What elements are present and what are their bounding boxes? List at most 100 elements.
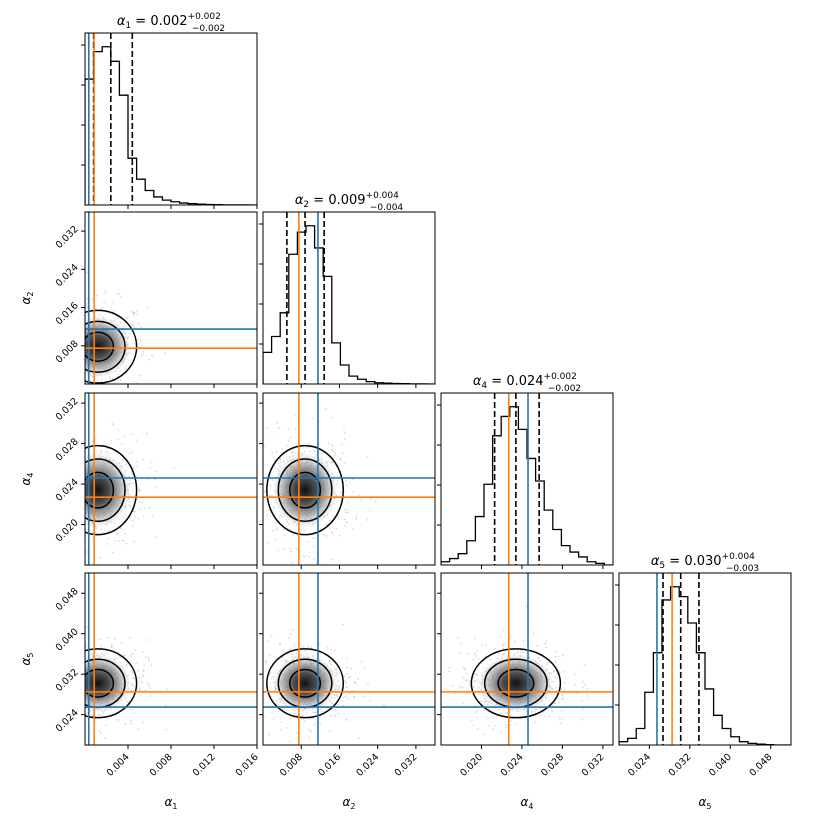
sample-point <box>268 509 271 512</box>
sample-point <box>117 540 120 542</box>
ylabel-symbol: α <box>19 478 33 486</box>
contour-level-0 <box>497 668 535 698</box>
sample-point <box>61 629 63 631</box>
sample-point <box>319 722 322 725</box>
sample-point <box>331 445 334 448</box>
sample-point <box>117 438 120 441</box>
sample-point <box>72 507 74 509</box>
sample-point <box>27 340 29 342</box>
sample-point <box>330 558 333 561</box>
sample-point <box>61 701 63 703</box>
hist-step-2 <box>263 225 435 384</box>
sample-point <box>81 436 83 438</box>
sample-point <box>562 694 564 697</box>
sample-point <box>75 727 77 729</box>
sample-point <box>77 690 79 692</box>
sample-point <box>501 653 504 656</box>
sample-point <box>307 541 310 543</box>
sample-point <box>525 650 528 653</box>
sample-point <box>345 686 348 689</box>
sample-point <box>99 645 102 648</box>
sample-point <box>82 394 84 396</box>
sample-point <box>101 306 103 309</box>
sample-point <box>81 691 83 693</box>
sample-point <box>460 642 462 644</box>
sample-point <box>476 673 478 676</box>
contour-level-2 <box>85 309 138 384</box>
sample-point <box>363 695 366 698</box>
sample-point <box>77 472 79 474</box>
sample-point <box>119 379 122 381</box>
sample-point <box>326 646 329 649</box>
sample-point <box>274 465 277 468</box>
sample-point <box>61 340 63 342</box>
sample-point <box>544 640 547 643</box>
sample-point <box>74 379 76 381</box>
sample-point <box>277 462 280 465</box>
sample-point <box>75 328 77 330</box>
xlabel-subscript: 1 <box>172 802 177 811</box>
sample-point <box>337 672 340 674</box>
sample-point <box>129 501 131 503</box>
sample-point <box>472 675 475 678</box>
sample-point <box>369 497 372 500</box>
sample-point <box>335 671 337 674</box>
sample-point <box>271 711 273 714</box>
sample-point <box>146 478 149 481</box>
contour-level-1 <box>85 320 126 373</box>
sample-point <box>63 369 65 371</box>
pair-frame <box>262 392 436 566</box>
sample-point <box>328 442 330 445</box>
sample-point <box>103 301 106 304</box>
sample-point <box>76 501 78 503</box>
sample-point <box>48 347 50 349</box>
sample-point <box>139 680 142 683</box>
hist-content-5 <box>619 573 791 745</box>
xlabel-subscript: 5 <box>706 802 711 811</box>
sample-point <box>331 443 334 446</box>
sample-point <box>118 293 121 295</box>
sample-point <box>287 439 290 442</box>
sample-point <box>73 505 75 507</box>
sample-point <box>341 452 344 455</box>
sample-point <box>106 652 108 655</box>
sample-point <box>69 363 71 365</box>
sample-point <box>86 712 89 715</box>
sample-point <box>116 531 119 534</box>
xlabel-subscript: 2 <box>350 802 355 811</box>
sample-point <box>288 523 291 526</box>
sample-point <box>582 708 585 710</box>
sample-point <box>334 454 337 457</box>
sample-point <box>329 519 332 522</box>
sample-point <box>78 328 80 330</box>
xtick-label-2-3: 0.032 <box>393 752 420 779</box>
sample-point <box>318 642 321 645</box>
sample-point <box>367 683 369 685</box>
sample-point <box>81 333 83 335</box>
sample-point <box>145 639 148 641</box>
xtick-label-4-0: 0.020 <box>458 752 485 779</box>
sample-point <box>132 324 135 327</box>
sample-point <box>525 605 527 608</box>
sample-point <box>304 529 307 532</box>
sample-point <box>272 507 275 510</box>
sample-point <box>141 458 144 461</box>
xtick-label-4-3: 0.032 <box>580 752 607 779</box>
sample-point <box>284 534 286 537</box>
contour-level-1 <box>85 458 126 523</box>
sample-point <box>358 737 361 739</box>
sample-point <box>293 451 296 454</box>
ytick-label-5-0: 0.024 <box>54 707 81 734</box>
sample-point <box>68 655 70 657</box>
sample-point <box>557 697 560 700</box>
sample-point <box>313 558 315 560</box>
sample-point <box>37 522 39 524</box>
sample-point <box>273 655 276 658</box>
sample-point <box>465 672 468 675</box>
sample-point <box>335 669 338 672</box>
ytick-label-5-2: 0.040 <box>54 626 81 653</box>
sample-point <box>33 366 35 368</box>
sample-point <box>130 470 133 473</box>
sample-point <box>465 693 467 695</box>
